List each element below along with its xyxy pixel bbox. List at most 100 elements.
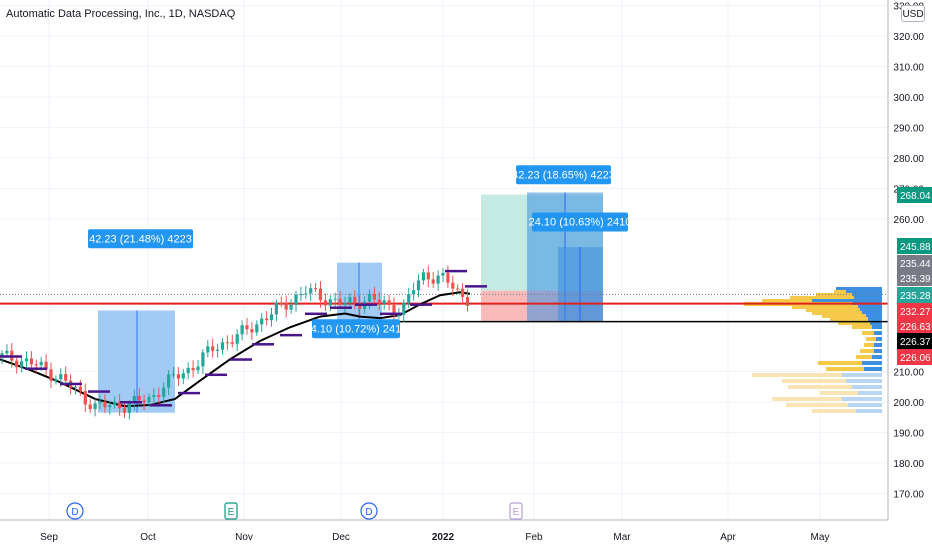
candle-body (255, 324, 259, 333)
measure-label: 42.23 (21.48%) 4223 (88, 229, 193, 249)
price-label-text: 268.04 (900, 191, 931, 202)
volume-bar (862, 361, 882, 365)
price-label: 235.44 (897, 255, 932, 271)
volume-bar (860, 349, 874, 353)
candle-body (367, 293, 372, 302)
pivot-marker (88, 390, 110, 393)
candle-body (235, 334, 239, 344)
candle-body (176, 374, 180, 379)
price-label-text: 226.63 (900, 322, 931, 333)
volume-bar (852, 293, 882, 297)
y-tick-label: 190.00 (893, 429, 924, 440)
candle-body (201, 352, 205, 367)
measure-label: 42.23 (18.65%) 4223 (512, 165, 615, 185)
x-tick-label: May (811, 532, 830, 543)
price-label-bg (897, 238, 932, 254)
candle-body (309, 288, 313, 294)
candle-body (15, 360, 19, 368)
candle-body (382, 300, 386, 304)
event-letter: D (365, 507, 372, 518)
y-tick-label: 300.00 (893, 93, 924, 104)
event-flag (224, 502, 238, 520)
candle-body (289, 304, 293, 310)
volume-bar (846, 379, 882, 383)
candle-body (98, 401, 102, 404)
candle-body (171, 374, 176, 376)
candle-body (279, 302, 283, 304)
price-label-bg (897, 303, 932, 319)
event-marker-dividend: D (66, 502, 84, 520)
volume-bar (856, 355, 872, 359)
volume-bar (826, 367, 864, 371)
candle-body (353, 296, 357, 303)
candle-body (167, 374, 171, 388)
candle-body (230, 342, 234, 344)
candle-body (108, 405, 112, 408)
event-marker-earnings: E (224, 502, 238, 520)
candle-body (34, 364, 38, 366)
candle-body (250, 329, 254, 333)
x-tick-label: Dec (332, 532, 350, 543)
volume-bar (874, 349, 882, 353)
candle-body (186, 367, 190, 374)
candle-body (402, 302, 406, 315)
volume-bar (838, 321, 870, 325)
pivot-marker (355, 303, 377, 306)
price-label-bg (897, 255, 932, 271)
candle-body (421, 272, 425, 281)
y-tick-label: 180.00 (893, 459, 924, 470)
volume-bar (812, 299, 882, 303)
candle-body (0, 353, 4, 357)
candles (0, 265, 470, 420)
candle-body (220, 342, 225, 350)
volume-bar (812, 311, 862, 315)
event-circle (66, 502, 84, 520)
price-label: 226.63 (897, 318, 932, 334)
event-letter: D (71, 507, 78, 518)
price-label: 226.06 (897, 349, 932, 365)
price-label: 245.88 (897, 238, 932, 254)
price-label-text: 235.44 (900, 259, 931, 270)
volume-bar (876, 337, 882, 341)
candle-body (265, 318, 269, 321)
candle-body (274, 302, 278, 315)
price-label-text: 226.06 (900, 353, 931, 364)
volume-bar (812, 409, 856, 413)
candle-body (142, 400, 146, 403)
candle-body (397, 314, 401, 316)
candle-body (122, 408, 127, 413)
volume-bar (842, 397, 882, 401)
price-label-text: 245.88 (900, 242, 931, 253)
candle-body (93, 403, 97, 410)
event-flag (509, 502, 523, 520)
volume-bar (806, 308, 860, 312)
measure-label-text: 42.23 (21.48%) 4223 (89, 233, 192, 245)
x-tick-label: Feb (525, 532, 543, 543)
candle-body (29, 358, 33, 365)
currency-button[interactable]: USD (901, 5, 925, 22)
candle-body (83, 391, 87, 405)
candle-body (20, 361, 24, 368)
volume-bar (866, 314, 882, 318)
candle-body (343, 302, 347, 305)
candle-body (73, 386, 78, 388)
volume-bar (862, 311, 882, 315)
candle-body (118, 401, 122, 409)
candle-body (294, 295, 298, 305)
volume-bar (864, 343, 874, 347)
candle-body (137, 395, 141, 401)
measure-label-text: 42.23 (18.65%) 4223 (512, 169, 615, 181)
pivot-marker (25, 367, 47, 370)
volume-bar (820, 391, 858, 395)
volume-bar (836, 287, 882, 291)
volume-bar (816, 293, 852, 297)
candle-body (441, 272, 445, 276)
event-letter: E (228, 507, 235, 518)
volume-bar (872, 325, 882, 329)
candle-body (64, 374, 68, 381)
candle-body (78, 386, 82, 392)
candle-body (318, 288, 323, 301)
candle-body (162, 387, 166, 397)
pivot-marker (380, 312, 402, 316)
